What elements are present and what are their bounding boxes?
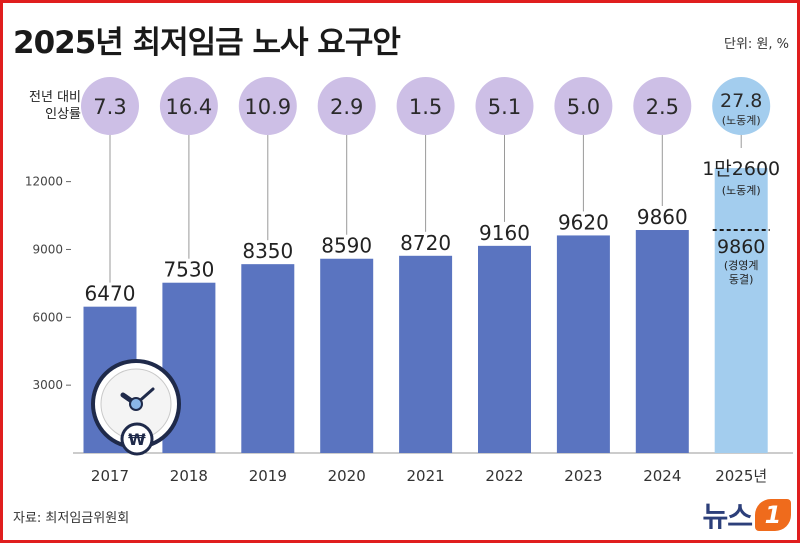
labor-value-label: 1만2600 — [702, 158, 780, 180]
unit-note: 단위: 원, % — [723, 37, 789, 52]
rate-value: 16.4 — [166, 95, 213, 119]
rate-label-line-2: 인상률 — [45, 107, 81, 122]
bar — [556, 235, 610, 453]
x-tick-label: 2025년 — [715, 467, 767, 485]
employer-note-line-1: (경영계 — [724, 259, 759, 272]
employer-note-line-2: 동결) — [729, 273, 754, 286]
rate-circle — [159, 77, 218, 135]
rate-circle — [554, 77, 613, 135]
bar-value-label: 8350 — [242, 239, 293, 263]
source-note: 자료: 최저임금위원회 — [13, 511, 130, 526]
rate-circle — [633, 77, 692, 135]
rate-value: 5.0 — [567, 95, 600, 119]
bar — [635, 230, 689, 453]
rate-label-line-1: 전년 대비 — [29, 90, 81, 105]
rate-value: 27.8 — [720, 90, 762, 112]
rate-circle — [238, 77, 297, 135]
y-tick-label: 3000 — [32, 378, 63, 392]
bar — [478, 245, 531, 453]
clock-center — [129, 397, 143, 411]
rate-value: 10.9 — [244, 95, 291, 119]
x-tick-label: 2018 — [170, 467, 208, 485]
bar-value-label: 9860 — [637, 205, 688, 229]
page-title: 2025년 최저임금 노사 요구안 — [13, 25, 401, 61]
bar — [714, 168, 768, 454]
rate-value: 5.1 — [488, 95, 521, 119]
won-symbol: ₩ — [128, 430, 146, 449]
rate-value: 7.3 — [93, 95, 126, 119]
logo-text: 뉴스 — [702, 500, 753, 533]
bar-value-label: 8590 — [321, 234, 372, 258]
coin-icon — [120, 422, 154, 456]
bar — [320, 258, 374, 453]
news1-logo: 뉴스 1 — [702, 497, 791, 533]
bar-value-label: 9620 — [558, 210, 609, 234]
bar-chart: 3000 6000 9000 12000 7.3 2017 6470 16.4 2018 7530… — [25, 77, 793, 485]
bar — [241, 264, 295, 453]
labor-note: (노동계) — [722, 184, 761, 197]
x-tick-label: 2024 — [643, 467, 681, 485]
logo-mark: 1 — [755, 499, 791, 531]
rate-circle — [712, 77, 771, 135]
x-tick-label: 2021 — [407, 467, 445, 485]
employer-value-label: 9860 — [717, 236, 765, 258]
bar-value-label: 7530 — [163, 258, 214, 282]
rate-circle — [317, 77, 376, 135]
rate-circle — [475, 77, 534, 135]
rate-circle — [81, 77, 139, 135]
y-tick-label: 12000 — [25, 175, 63, 189]
x-tick-label: 2019 — [249, 467, 287, 485]
rate-note: (노동계) — [722, 114, 761, 127]
bar — [399, 255, 453, 453]
bar-value-label: 6470 — [85, 282, 136, 306]
rate-value: 2.9 — [330, 95, 363, 119]
x-tick-label: 2017 — [91, 467, 129, 485]
x-tick-label: 2022 — [485, 467, 523, 485]
bar-value-label: 8720 — [400, 231, 451, 255]
y-tick-label: 9000 — [32, 242, 63, 256]
x-tick-label: 2023 — [564, 467, 602, 485]
rate-row-label: 전년 대비 인상률 — [11, 89, 81, 123]
x-tick-label: 2020 — [328, 467, 366, 485]
rate-circle — [396, 77, 455, 135]
y-tick-label: 6000 — [32, 310, 63, 324]
wage-clock-icon: ₩ — [91, 359, 181, 456]
bar-value-label: 9160 — [479, 221, 530, 245]
rate-value: 1.5 — [409, 95, 442, 119]
rate-value: 2.5 — [646, 95, 679, 119]
